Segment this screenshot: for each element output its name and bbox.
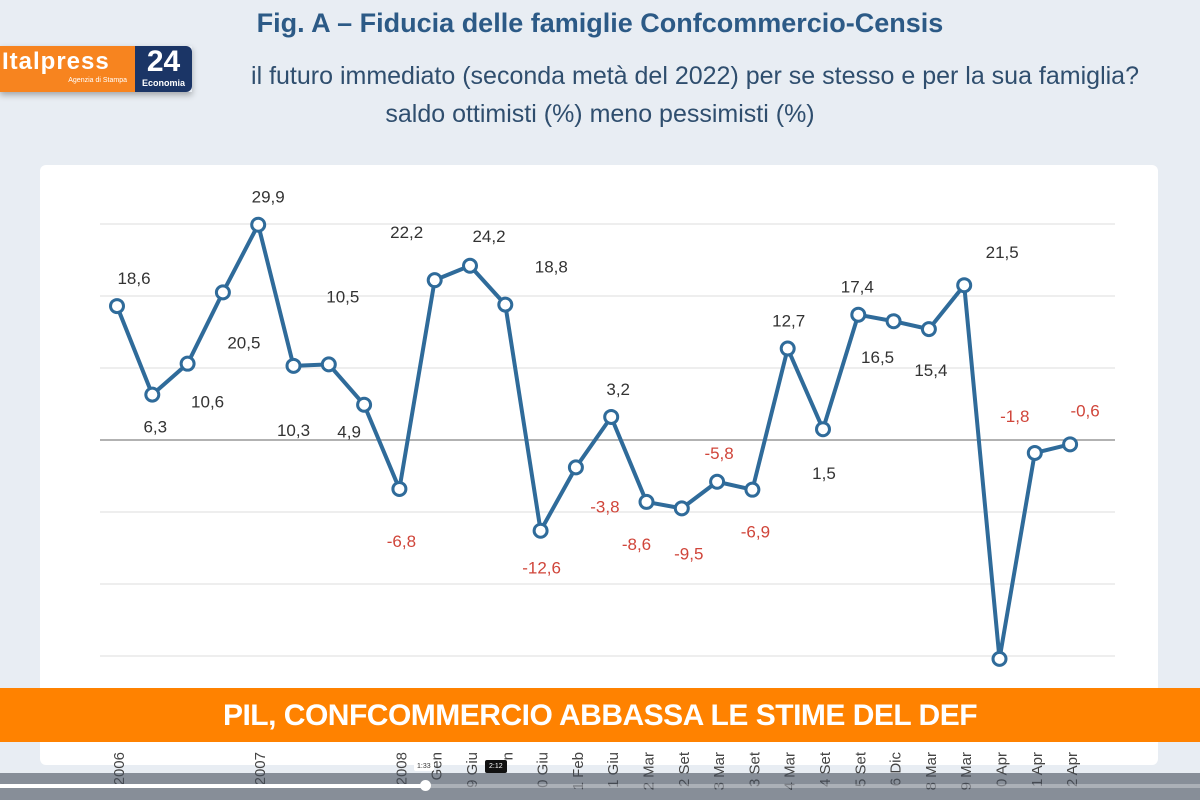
video-progress-played[interactable] — [0, 784, 426, 788]
data-point — [144, 386, 161, 403]
data-point — [391, 480, 408, 497]
data-label: 10,6 — [191, 393, 224, 412]
data-point — [1026, 444, 1043, 461]
data-label: 12,7 — [772, 312, 805, 331]
data-point — [320, 356, 337, 373]
chart-subtitle-measure: saldo ottimisti (%) meno pessimisti (%) — [385, 100, 815, 128]
data-point — [603, 408, 620, 425]
data-label: 20,5 — [227, 333, 260, 352]
data-point — [214, 284, 231, 301]
data-label: 1,5 — [812, 464, 836, 483]
data-label: 3,2 — [606, 380, 630, 399]
data-label: 18,6 — [117, 269, 150, 288]
data-label: 10,5 — [326, 287, 359, 306]
data-label: -0,6 — [1070, 401, 1099, 420]
data-point — [779, 340, 796, 357]
italpress-logo: Italpress Agenzia di Stampa 24 Economia — [0, 46, 192, 92]
data-point — [885, 313, 902, 330]
chart-panel — [40, 165, 1158, 765]
current-time-tooltip: 2:12 — [485, 760, 507, 773]
data-point — [815, 421, 831, 438]
data-point — [638, 493, 655, 510]
data-point — [850, 306, 867, 323]
data-label: -12,6 — [522, 559, 561, 578]
data-point — [991, 650, 1008, 667]
chart-title: Fig. A – Fiducia delle famiglie Confcomm… — [256, 8, 944, 38]
data-label: 29,9 — [252, 188, 285, 207]
logo-section: Economia — [141, 78, 185, 88]
data-point — [462, 257, 478, 274]
data-label: -6,8 — [387, 532, 416, 551]
logo-name: Italpress — [2, 48, 110, 75]
chart-subtitle-question: il futuro immediato (seconda metà del 20… — [251, 62, 1139, 90]
data-label: -3,8 — [590, 497, 619, 516]
data-point — [426, 272, 443, 289]
data-label: 16,5 — [861, 348, 894, 367]
news-banner: PIL, CONFCOMMERCIO ABBASSA LE STIME DEL … — [0, 688, 1200, 742]
data-label: -1,8 — [1000, 407, 1029, 426]
data-point — [285, 357, 302, 374]
data-label: 22,2 — [390, 223, 423, 242]
data-point — [109, 298, 125, 315]
logo-blue-block: 24 Economia — [135, 46, 192, 92]
data-label: 6,3 — [143, 418, 167, 437]
data-label: -5,8 — [704, 444, 733, 463]
data-label: -9,5 — [674, 544, 703, 563]
data-point — [920, 321, 937, 338]
data-point — [709, 473, 726, 490]
video-scrubber-handle[interactable] — [420, 780, 431, 791]
data-point — [356, 396, 373, 413]
x-tick-label: n — [499, 752, 516, 760]
data-point — [567, 459, 584, 476]
data-label: 21,5 — [986, 243, 1019, 262]
series-line — [115, 222, 1071, 661]
data-point — [673, 500, 690, 517]
logo-number: 24 — [146, 45, 181, 78]
data-point — [744, 481, 761, 498]
data-label: 10,3 — [277, 421, 310, 440]
data-point — [179, 355, 196, 372]
data-label: -6,9 — [741, 523, 770, 542]
data-label: 18,8 — [535, 258, 568, 277]
data-label: 15,4 — [914, 361, 947, 380]
data-label: 17,4 — [841, 278, 874, 297]
data-point — [1062, 436, 1079, 453]
data-label: -8,6 — [622, 535, 651, 554]
data-point — [532, 522, 549, 539]
hover-time-tooltip: 1:33 — [414, 762, 434, 771]
data-label: 24,2 — [472, 227, 505, 246]
data-point — [250, 216, 267, 233]
data-point — [956, 277, 973, 294]
data-point — [497, 296, 514, 313]
data-label: 4,9 — [337, 423, 361, 442]
video-progress-track[interactable] — [0, 784, 1200, 788]
logo-orange-block: Italpress Agenzia di Stampa — [0, 46, 135, 92]
logo-tagline: Agenzia di Stampa — [68, 77, 127, 84]
